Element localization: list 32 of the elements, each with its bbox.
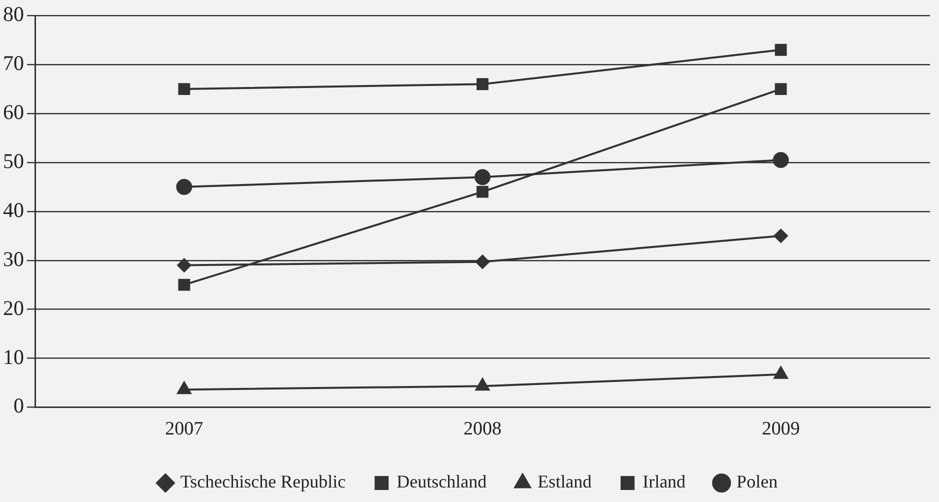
y-tick-label: 40 <box>3 198 24 222</box>
y-tick-label: 30 <box>3 246 24 271</box>
y-tick-label: 80 <box>3 2 24 26</box>
y-tick-label: 50 <box>3 148 24 173</box>
point <box>474 169 490 186</box>
point <box>476 186 488 198</box>
point <box>178 83 190 95</box>
point <box>774 83 787 95</box>
y-tick-label: 60 <box>3 100 24 124</box>
y-tick-label: 10 <box>3 344 24 369</box>
point <box>774 44 787 56</box>
y-tick-label: 0 <box>14 394 24 418</box>
legend-label: Tschechische Republic <box>180 472 346 492</box>
x-tick-label: 2007 <box>165 418 204 440</box>
point <box>774 366 788 379</box>
legend-label: Polen <box>736 472 778 492</box>
y-tick-label: 70 <box>3 51 24 76</box>
point <box>177 258 192 272</box>
point <box>476 78 488 90</box>
point <box>475 378 490 391</box>
x-tick-label: 2009 <box>762 418 800 440</box>
point <box>774 228 788 243</box>
legend-label: Estland <box>538 472 592 492</box>
point <box>177 382 192 394</box>
point <box>476 254 490 269</box>
legend-label: Deutschland <box>396 472 487 492</box>
y-tick-label: 20 <box>3 296 24 320</box>
point <box>772 152 789 168</box>
legend-label: Irland <box>642 472 686 492</box>
point <box>178 278 190 291</box>
x-tick-label: 2008 <box>464 418 502 440</box>
point <box>176 178 192 195</box>
